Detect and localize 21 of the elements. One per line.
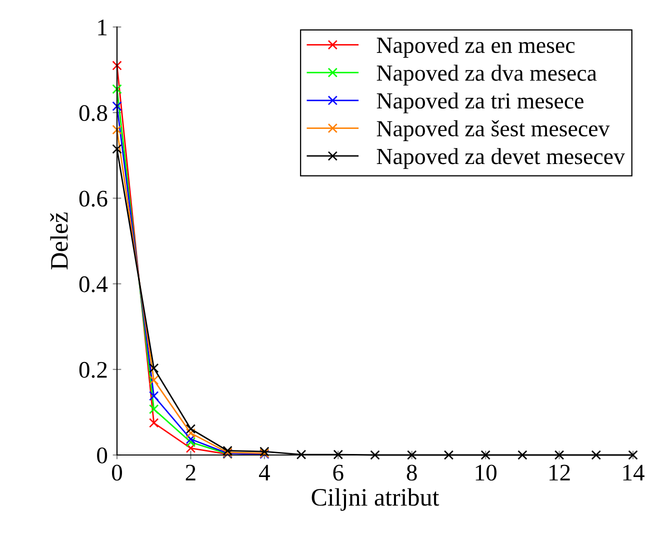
x-tick-label: 6 [333, 464, 344, 481]
y-tick-label: 1 [98, 20, 107, 36]
legend-label: Napoved za šest mesecev [376, 120, 610, 142]
legend-label: Napoved za tri mesece [376, 92, 584, 114]
x-tick-label: 14 [623, 464, 644, 480]
x-axis-title: Ciljni atribut [312, 488, 440, 511]
x-tick-label: 0 [112, 464, 122, 481]
y-tick-label: 0 [97, 447, 108, 464]
x-tick-label: 10 [476, 464, 496, 481]
x-tick-label: 4 [258, 464, 270, 480]
y-tick-label: 0.8 [79, 105, 108, 122]
legend-label: Napoved za devet mesecev [376, 148, 625, 169]
y-tick-label: 0.2 [79, 362, 107, 378]
legend-label: Napoved za en mesec [376, 36, 575, 58]
x-tick-label: 2 [186, 464, 196, 480]
y-tick-label: 0.4 [79, 276, 108, 292]
y-tick-label: 0.6 [79, 190, 108, 207]
y-axis-title: Delež [50, 212, 68, 270]
x-tick-label: 12 [550, 464, 570, 480]
x-tick-label: 8 [406, 464, 417, 481]
legend-label: Napoved za dva meseca [376, 64, 597, 86]
